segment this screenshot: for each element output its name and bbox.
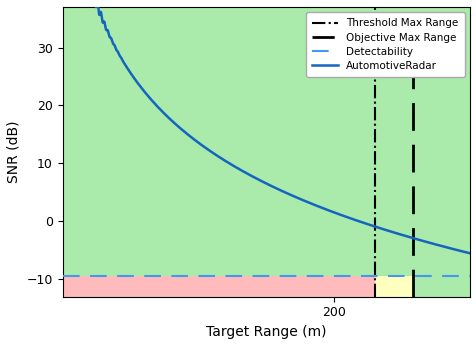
X-axis label: Target Range (m): Target Range (m) — [206, 325, 326, 339]
Y-axis label: SNR (dB): SNR (dB) — [7, 121, 21, 183]
Legend: Threshold Max Range, Objective Max Range, Detectability, AutomotiveRadar: Threshold Max Range, Objective Max Range… — [305, 12, 464, 77]
